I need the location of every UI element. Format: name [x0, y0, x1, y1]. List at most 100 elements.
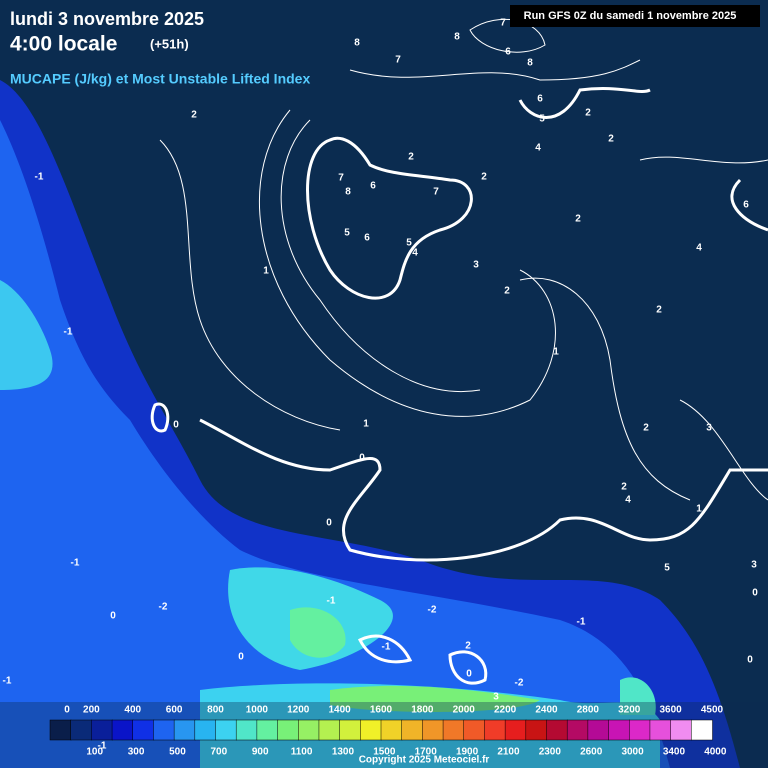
- colorbar-label: 800: [207, 705, 224, 716]
- colorbar-label: 1500: [373, 747, 396, 758]
- contour-label: -2: [515, 678, 524, 689]
- colorbar-label: 400: [124, 705, 141, 716]
- contour-label: 3: [473, 260, 479, 271]
- contour-label: 0: [110, 611, 116, 622]
- colorbar-swatch: [422, 719, 444, 741]
- colorbar-swatch: [318, 719, 341, 741]
- contour-label: 4: [696, 243, 702, 254]
- contour-label: -1: [98, 741, 107, 752]
- time: 4:00 locale: [10, 33, 117, 56]
- contour-label: 2: [643, 423, 649, 434]
- copyright: Copyright 2025 Meteociel.fr: [359, 755, 490, 766]
- contour-label: 2: [481, 172, 487, 183]
- contour-label: 5: [406, 238, 412, 249]
- colorbar-swatch: [235, 719, 258, 741]
- colorbar-swatch: [277, 719, 299, 741]
- colorbar-swatch: [111, 719, 134, 741]
- run-box: [510, 5, 760, 27]
- colorbar-swatch: [49, 719, 72, 741]
- contour-label: 8: [454, 32, 460, 43]
- contour-label: 6: [505, 47, 511, 58]
- colorbar-swatch: [70, 719, 93, 741]
- contour-label: 8: [354, 38, 360, 49]
- contour-label: -1: [35, 172, 44, 183]
- contour-label: 2: [585, 108, 591, 119]
- colorbar-swatch: [649, 719, 672, 741]
- cape-field: [0, 80, 740, 768]
- colorbar-label: 0: [64, 705, 70, 716]
- contour-label: 0: [238, 652, 244, 663]
- colorbar-label: 2100: [497, 747, 520, 758]
- contour-label: -1: [327, 596, 336, 607]
- colorbar-label: 500: [169, 747, 186, 758]
- colorbar-swatch: [339, 719, 362, 741]
- contour-label: 0: [359, 453, 365, 464]
- contour-label: 2: [465, 641, 471, 652]
- colorbar-swatch: [525, 719, 548, 741]
- colorbar-label: 3400: [663, 747, 686, 758]
- colorbar-swatch: [463, 719, 486, 741]
- colorbar-swatch: [629, 719, 651, 741]
- colorbar-swatch: [587, 719, 610, 741]
- contour-label: 6: [364, 233, 370, 244]
- run-info: Run GFS 0Z du samedi 1 novembre 2025: [524, 10, 737, 22]
- colorbar-swatch: [484, 719, 506, 741]
- colorbar-label: 1000: [246, 705, 269, 716]
- colorbar-swatch: [566, 719, 589, 741]
- contour-label: 0: [173, 420, 179, 431]
- colorbar-swatch: [215, 719, 237, 741]
- colorbar-swatch: [401, 719, 424, 741]
- colorbar-label: 2400: [535, 705, 558, 716]
- colorbar-label: 2200: [494, 705, 517, 716]
- date: lundi 3 novembre 2025: [10, 9, 204, 29]
- contour-label: 1: [696, 504, 702, 515]
- contour-label: -2: [428, 605, 437, 616]
- contour-label: 7: [395, 55, 401, 66]
- colorbar-swatch: [691, 719, 713, 741]
- contour-label: 3: [751, 560, 757, 571]
- colorbar-swatch: [173, 719, 196, 741]
- contour-label: 2: [191, 110, 197, 121]
- contour-label: 2: [504, 286, 510, 297]
- contour-label: -2: [159, 602, 168, 613]
- contour-label: 3: [706, 423, 712, 434]
- colorbar-label: 1200: [287, 705, 310, 716]
- colorbar-label: 3600: [660, 705, 683, 716]
- colorbar-swatch: [194, 719, 217, 741]
- colorbar-label: 700: [210, 747, 227, 758]
- colorbar-swatch: [91, 719, 113, 741]
- contour-label: 7: [500, 18, 506, 29]
- contour-label: 4: [535, 143, 541, 154]
- colorbar-label: 3200: [618, 705, 641, 716]
- colorbar-label: 300: [128, 747, 145, 758]
- contour-label: 1: [363, 419, 369, 430]
- contour-label: 5: [344, 228, 350, 239]
- contour-label: 6: [370, 181, 376, 192]
- colorbar-label: 1700: [415, 747, 438, 758]
- colorbar-swatch: [360, 719, 382, 741]
- colorbar-swatch: [256, 719, 279, 741]
- colorbar-label: 1800: [411, 705, 434, 716]
- contour-label: -1: [382, 642, 391, 653]
- contour-label: 2: [608, 134, 614, 145]
- lead: (+51h): [150, 36, 189, 51]
- colorbar-label: 1600: [370, 705, 393, 716]
- colorbar-label: 2800: [577, 705, 600, 716]
- contours: [150, 18, 768, 685]
- contour-label: 6: [743, 200, 749, 211]
- contour-label: 2: [621, 482, 627, 493]
- contour-label: 0: [747, 655, 753, 666]
- contour-label: 7: [338, 173, 344, 184]
- contour-label: 8: [527, 58, 533, 69]
- colorbar-label: 1100: [291, 747, 313, 758]
- contour-label: 0: [752, 588, 758, 599]
- contour-label: 0: [326, 518, 332, 529]
- contour-label: 4: [412, 248, 418, 259]
- colorbar-label: 3000: [621, 747, 644, 758]
- colorbar-label: 4000: [704, 747, 727, 758]
- colorbar-label: 600: [166, 705, 183, 716]
- colorbar-swatch: [608, 719, 630, 741]
- contour-label: 2: [656, 305, 662, 316]
- contour-label: 2: [408, 152, 414, 163]
- contour-label: 0: [466, 669, 472, 680]
